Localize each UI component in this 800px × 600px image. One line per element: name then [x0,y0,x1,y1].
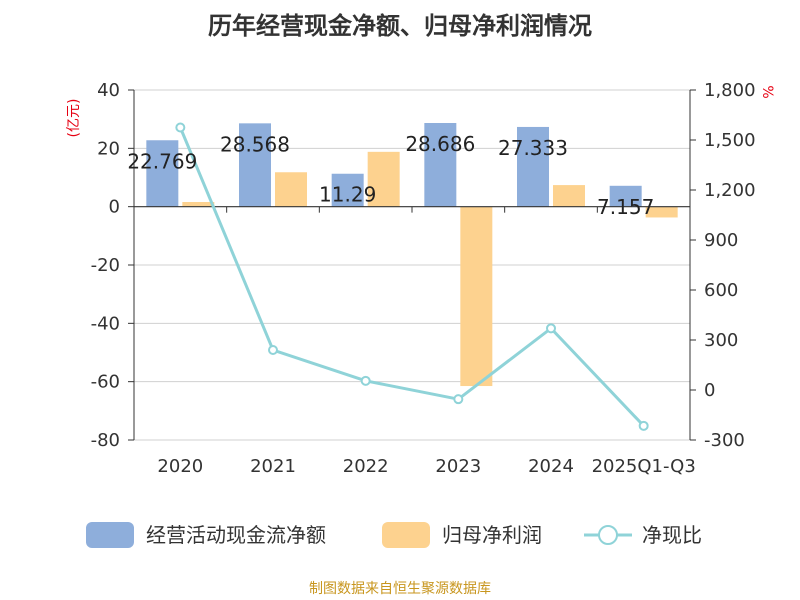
chart-title: 历年经营现金净额、归母净利润情况 [208,12,592,40]
left-tick-label: -60 [91,372,120,393]
net-cash-ratio-point [268,345,278,355]
legend-label-net-profit: 归母净利润 [442,523,542,547]
cash-flow-data-label: 22.769 [127,149,197,173]
right-tick-label: 0 [704,380,715,401]
grid-layer [134,89,690,441]
cash-flow-data-label: 27.333 [498,136,568,160]
legend-layer: 经营活动现金流净额 归母净利润 净现比 [86,522,702,548]
right-tick-label: -300 [704,430,745,451]
category-label: 2020 [157,456,203,477]
bar-layer [146,122,678,387]
line-layer [175,122,649,431]
left-tick-label: 40 [97,80,120,101]
category-label: 2021 [250,456,296,477]
right-tick-label: 900 [704,230,738,251]
net-cash-ratio-point [175,122,186,133]
right-unit-label: % [759,85,775,98]
right-tick-label: 300 [704,330,738,351]
category-label: 2024 [528,456,574,477]
legend-swatch-cash-flow [86,522,134,548]
cash-flow-data-label: 7.157 [597,195,654,219]
net-profit-bar [182,202,215,207]
cash-flow-bar [609,185,642,207]
left-unit-label: (亿元) [66,99,82,138]
cash-flow-bar [239,123,271,207]
cash-flow-data-label: 11.29 [319,183,376,207]
net-profit-bar [367,151,400,207]
legend-swatch-net-profit [382,522,430,548]
cash-flow-bar [331,173,364,207]
cash-flow-bar [517,126,549,207]
right-tick-label: 1,200 [704,180,756,201]
right-tick-label: 600 [704,280,738,301]
legend-label-ratio: 净现比 [642,523,702,547]
cash-flow-bar [146,140,179,207]
category-label: 2023 [435,456,481,477]
net-profit-bar [553,185,585,207]
net-profit-bar [460,206,493,387]
net-cash-ratio-point [638,420,649,431]
net-profit-bar [645,206,678,218]
net-profit-bar [275,172,307,207]
left-tick-label: -80 [91,430,120,451]
cash-flow-data-label: 28.568 [220,132,290,156]
legend-label-cash-flow: 经营活动现金流净额 [146,523,326,547]
source-note: 制图数据来自恒生聚源数据库 [309,581,491,597]
left-tick-label: -40 [91,313,120,334]
net-cash-ratio-point [453,394,464,405]
net-cash-ratio-line [178,126,645,427]
net-cash-ratio-point [360,375,371,386]
cash-flow-data-label: 28.686 [405,132,475,156]
category-label: 2022 [343,456,389,477]
left-tick-label: 0 [109,197,120,218]
label-layer: 22.769 28.568 11.29 28.686 27.333 7.157 [127,132,654,219]
category-label: 2025Q1-Q3 [592,456,696,477]
axis-layer: 40 20 0 -20 -40 -60 -80 1,800 1,500 1,200 900 600 30… [66,80,775,477]
legend-swatch-ratio-marker [598,525,618,545]
left-tick-label: 20 [97,138,120,159]
net-cash-ratio-point [546,323,556,334]
right-tick-label: 1,800 [704,80,756,101]
cash-flow-bar [424,122,457,207]
left-tick-label: -20 [91,255,120,276]
right-tick-label: 1,500 [704,130,756,151]
